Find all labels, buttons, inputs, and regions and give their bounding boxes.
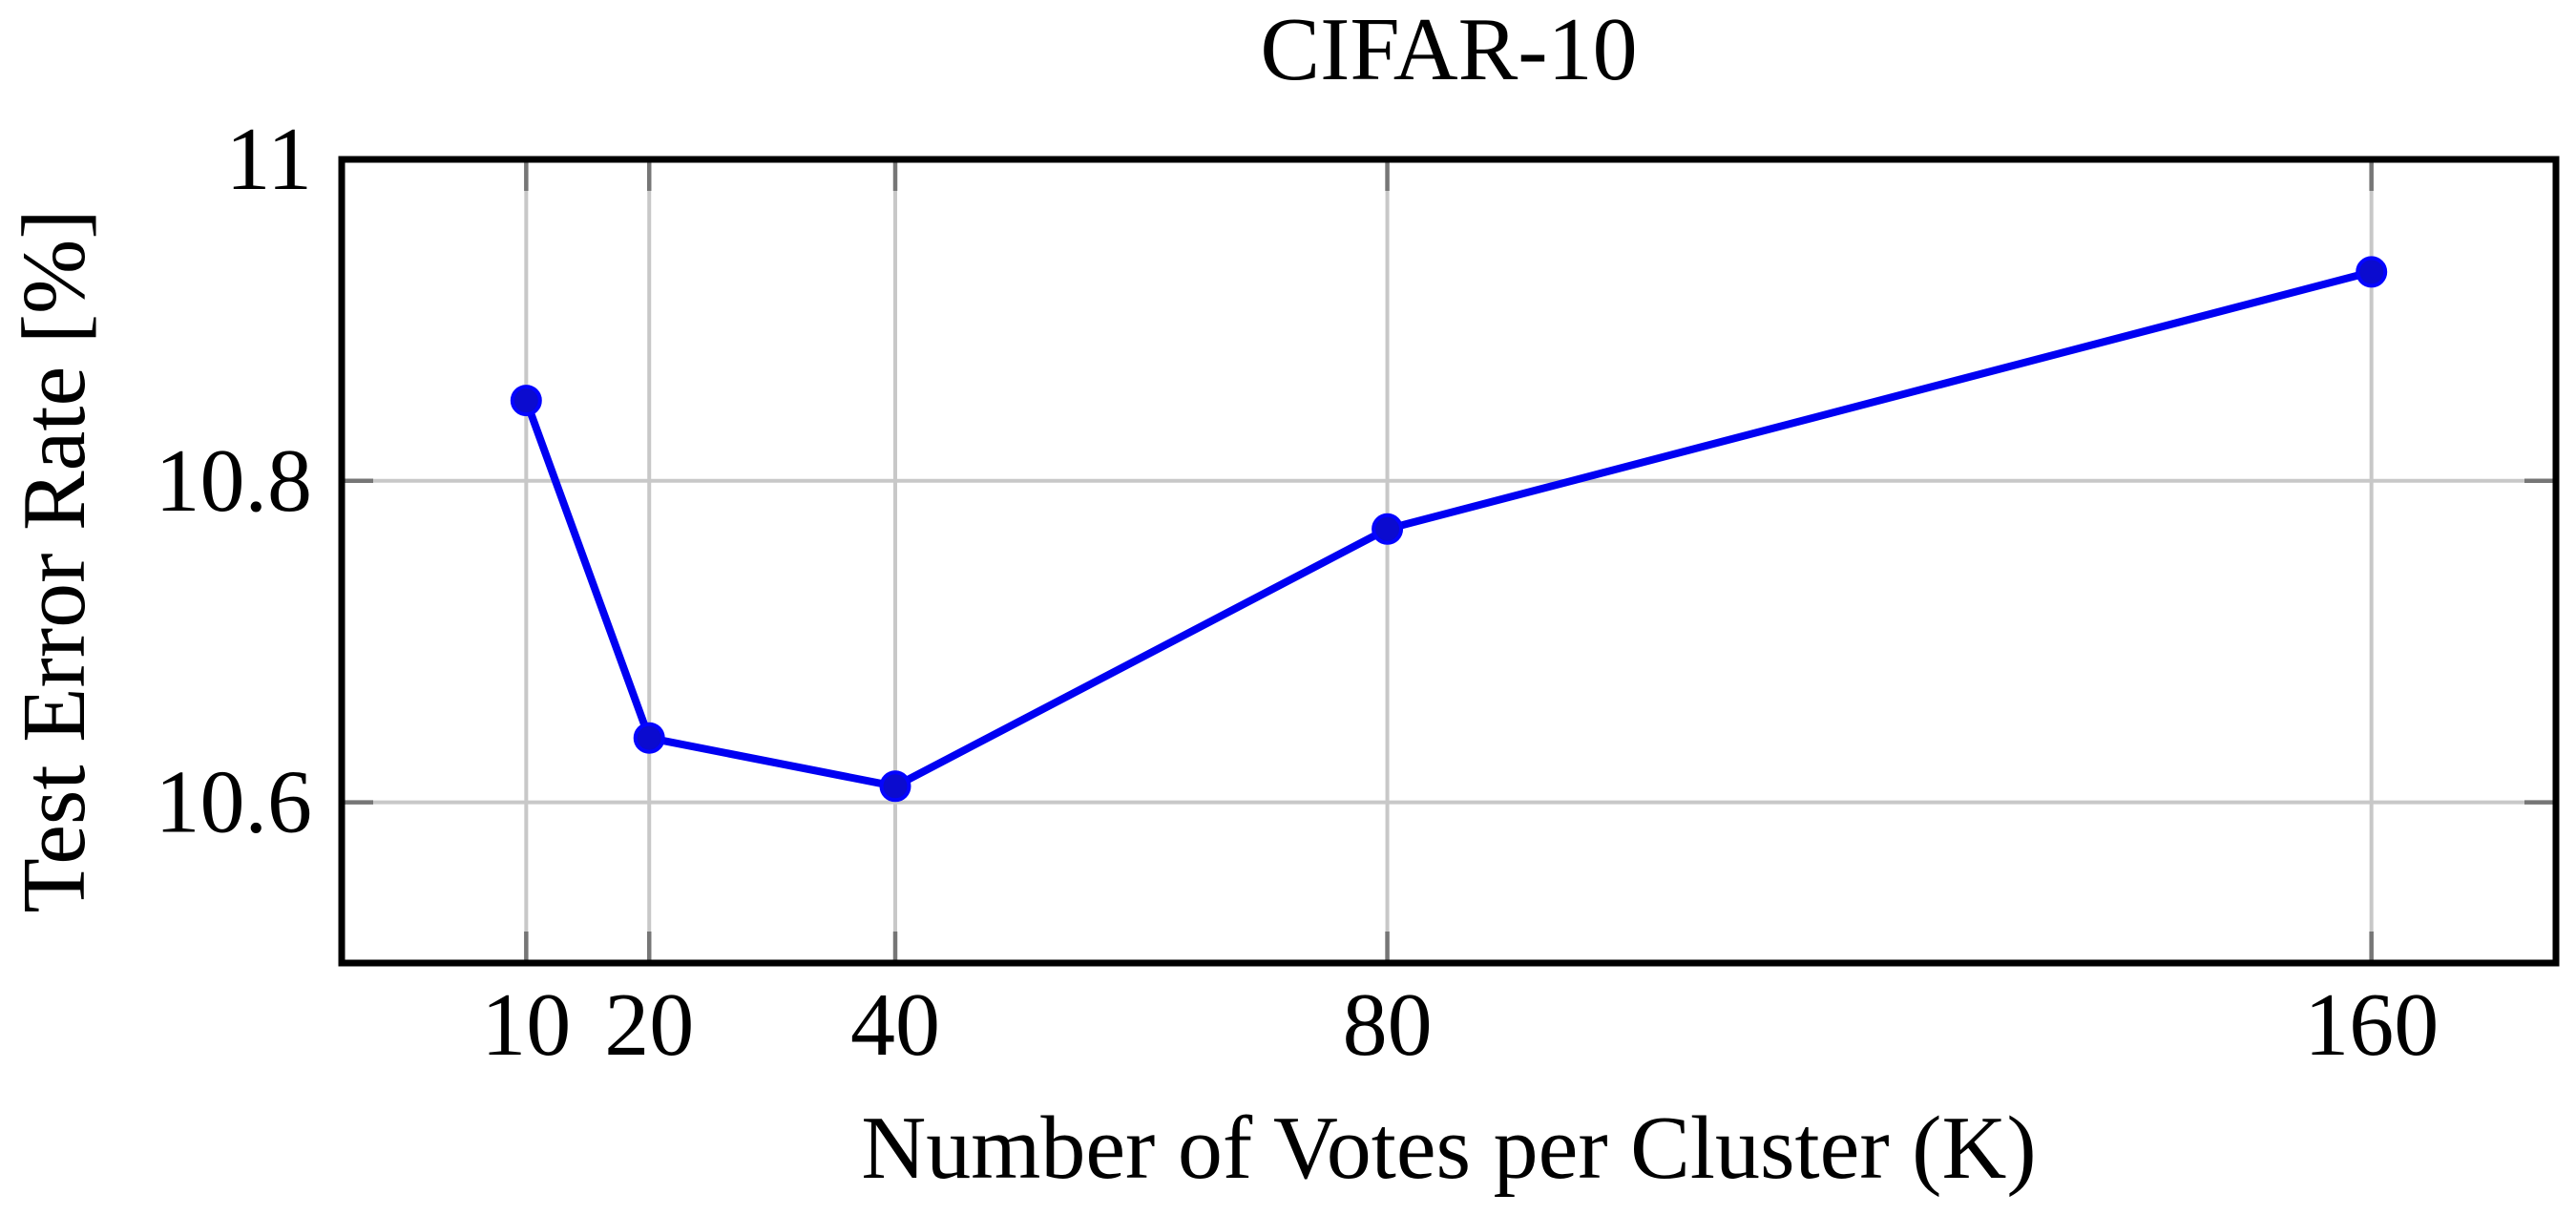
y-tick-label: 10.8 [156,431,313,531]
x-axis-label: Number of Votes per Cluster (K) [861,1099,2036,1198]
y-tick-label: 11 [225,110,312,209]
y-axis-label: Test Error Rate [%] [5,209,104,912]
x-tick-label: 20 [604,975,694,1075]
x-tick-label: 10 [481,975,571,1075]
data-points [510,256,2388,803]
data-point-marker [879,770,911,803]
y-tick-labels: 11 10.8 10.6 [156,110,313,852]
data-point-marker [633,722,665,754]
x-tick-label: 40 [850,975,940,1075]
chart-title: CIFAR-10 [1260,0,1637,99]
y-tick-label: 10.6 [156,753,313,852]
data-point-marker [510,385,542,417]
gridlines [342,159,2556,963]
axis-ticks [342,159,2556,963]
data-point-marker [1372,513,1404,545]
plot-frame [338,156,2560,967]
x-tick-label: 80 [1343,975,1433,1075]
x-tick-label: 160 [2304,975,2439,1075]
x-tick-labels: 10 20 40 80 160 [481,975,2439,1075]
data-point-marker [2356,256,2388,288]
data-line [522,267,2376,790]
